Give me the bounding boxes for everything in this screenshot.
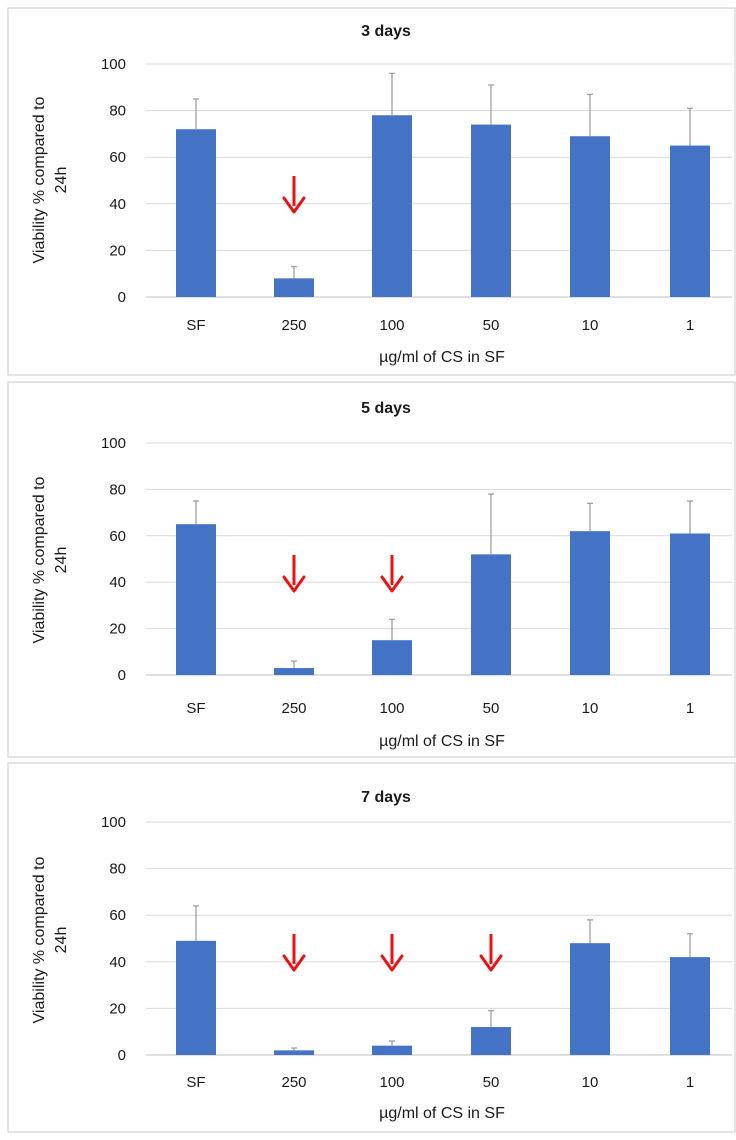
arrow-head	[380, 575, 404, 593]
bar-10	[570, 943, 610, 1055]
x-tick-label: 50	[483, 1074, 500, 1091]
x-tick-label: 250	[281, 317, 306, 334]
bar-100	[372, 1045, 412, 1055]
chart-panel-3: 7 days 0 20 40 60 80 100 Viability % compared t…	[7, 762, 736, 1133]
y-tick-label: 20	[109, 1000, 126, 1017]
x-tick-label: 100	[379, 317, 404, 334]
red-arrow-icon	[380, 555, 404, 593]
y-axis-label: Viability % compared to 24h	[31, 96, 70, 263]
y-tick-label: 80	[109, 481, 126, 498]
y-tick-label: 80	[109, 861, 126, 878]
red-arrow-icon	[282, 934, 306, 972]
y-tick-label: 100	[101, 56, 126, 73]
y-tick-label: 100	[101, 435, 126, 452]
bar-250	[274, 1050, 314, 1055]
y-axis-label: Viability % compared to 24h	[31, 856, 70, 1023]
y-axis-label: Viability % compared to 24h	[31, 476, 70, 643]
arrow-head	[380, 954, 404, 972]
bar-SF	[176, 940, 216, 1055]
y-tick-label: 0	[118, 1047, 126, 1064]
bar-100	[372, 115, 412, 297]
y-tick-label: 60	[109, 907, 126, 924]
x-tick-label: 100	[379, 1074, 404, 1091]
y-tick-label: 20	[109, 242, 126, 259]
chart-title: 3 days	[361, 23, 411, 40]
y-tick-label: 0	[118, 289, 126, 306]
x-tick-label: 10	[582, 1074, 599, 1091]
x-axis-label: µg/ml of CS in SF	[379, 1105, 505, 1122]
red-arrow-icon	[479, 934, 503, 972]
y-tick-label: 20	[109, 621, 126, 638]
bar-100	[372, 640, 412, 675]
bar-50	[471, 554, 511, 675]
bar-1	[670, 957, 710, 1055]
x-tick-label: 250	[281, 1074, 306, 1091]
x-tick-label: 100	[379, 700, 404, 717]
bar-1	[670, 533, 710, 675]
bar-50	[471, 124, 511, 297]
x-tick-label: 10	[582, 317, 599, 334]
bar-1	[670, 145, 710, 297]
bar-50	[471, 1027, 511, 1055]
chart-title: 7 days	[361, 789, 411, 806]
x-tick-label: SF	[186, 700, 205, 717]
x-tick-label: 1	[686, 1074, 694, 1091]
red-arrow-icon	[380, 934, 404, 972]
arrow-head	[282, 575, 306, 593]
panel-border	[7, 381, 736, 758]
arrow-head	[282, 196, 306, 214]
bar-250	[274, 668, 314, 675]
chart-panel-2: 5 days 0 20 40 60 80 100 Viability % compared t…	[7, 381, 736, 758]
chart-panel-1: 3 days 0 20 40 60 80 100 Viability % compared t…	[7, 7, 736, 376]
chart-title: 5 days	[361, 400, 411, 417]
bar-250	[274, 278, 314, 297]
y-tick-label: 100	[101, 814, 126, 831]
x-axis-label: µg/ml of CS in SF	[379, 733, 505, 750]
x-tick-label: SF	[186, 1074, 205, 1091]
arrow-head	[479, 954, 503, 972]
y-tick-label: 40	[109, 574, 126, 591]
red-arrow-icon	[282, 555, 306, 593]
x-tick-label: 1	[686, 700, 694, 717]
x-axis-label: µg/ml of CS in SF	[379, 349, 505, 366]
bar-SF	[176, 524, 216, 675]
panel-border	[7, 7, 736, 376]
red-arrow-icon	[282, 176, 306, 214]
bar-10	[570, 136, 610, 297]
x-tick-label: 50	[483, 317, 500, 334]
panel-border	[7, 762, 736, 1133]
bar-SF	[176, 129, 216, 297]
arrow-head	[282, 954, 306, 972]
y-tick-label: 80	[109, 103, 126, 120]
x-tick-label: SF	[186, 317, 205, 334]
x-tick-label: 250	[281, 700, 306, 717]
x-tick-label: 1	[686, 317, 694, 334]
y-tick-label: 40	[109, 954, 126, 971]
bar-10	[570, 531, 610, 675]
x-tick-label: 10	[582, 700, 599, 717]
y-tick-label: 40	[109, 196, 126, 213]
y-tick-label: 60	[109, 149, 126, 166]
x-tick-label: 50	[483, 700, 500, 717]
y-tick-label: 0	[118, 667, 126, 684]
y-tick-label: 60	[109, 528, 126, 545]
